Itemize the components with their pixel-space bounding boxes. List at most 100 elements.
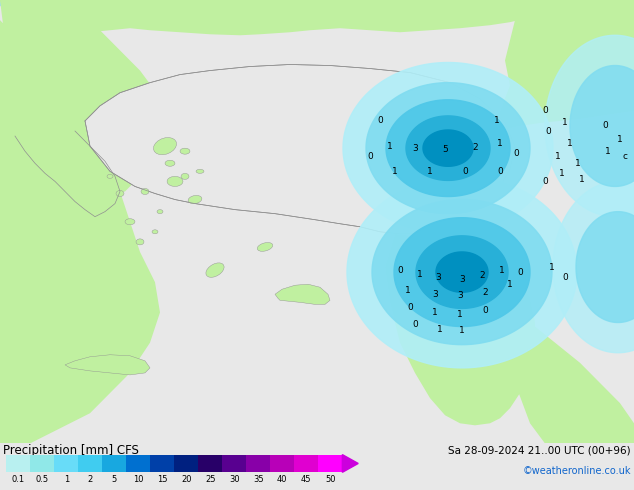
Text: 0: 0 bbox=[513, 148, 519, 158]
Polygon shape bbox=[65, 355, 150, 375]
Text: 2: 2 bbox=[482, 288, 488, 297]
Bar bbox=[126, 455, 150, 472]
Text: 5: 5 bbox=[442, 145, 448, 154]
Polygon shape bbox=[545, 35, 634, 217]
Text: 1: 1 bbox=[432, 308, 438, 317]
Text: 1: 1 bbox=[405, 286, 411, 295]
Polygon shape bbox=[136, 239, 144, 245]
Text: 1: 1 bbox=[617, 135, 623, 144]
Text: 2: 2 bbox=[87, 475, 93, 484]
Bar bbox=[55, 455, 79, 472]
Polygon shape bbox=[85, 65, 515, 234]
Text: 10: 10 bbox=[133, 475, 143, 484]
Text: 3: 3 bbox=[432, 290, 438, 299]
Text: 1: 1 bbox=[494, 117, 500, 125]
Text: 3: 3 bbox=[459, 275, 465, 284]
Text: Precipitation [mm] CFS: Precipitation [mm] CFS bbox=[3, 444, 139, 457]
Polygon shape bbox=[196, 170, 204, 173]
Text: 30: 30 bbox=[229, 475, 240, 484]
Text: 1: 1 bbox=[64, 475, 69, 484]
Text: 1: 1 bbox=[575, 159, 581, 168]
Bar bbox=[318, 455, 342, 472]
Text: 0: 0 bbox=[517, 268, 523, 277]
Text: 1: 1 bbox=[392, 167, 398, 176]
Text: 1: 1 bbox=[579, 175, 585, 184]
Text: 0: 0 bbox=[562, 272, 568, 282]
Text: c: c bbox=[623, 152, 628, 161]
Text: 3: 3 bbox=[412, 144, 418, 153]
Text: 3: 3 bbox=[435, 272, 441, 282]
Bar bbox=[270, 455, 294, 472]
Polygon shape bbox=[157, 210, 163, 214]
Text: 1: 1 bbox=[497, 139, 503, 147]
Polygon shape bbox=[385, 234, 535, 425]
Text: 40: 40 bbox=[277, 475, 288, 484]
Text: 0: 0 bbox=[542, 106, 548, 115]
Text: 0: 0 bbox=[542, 177, 548, 186]
Text: 1: 1 bbox=[567, 139, 573, 147]
Polygon shape bbox=[406, 116, 490, 180]
Text: 1: 1 bbox=[507, 280, 513, 289]
Polygon shape bbox=[394, 218, 530, 326]
Polygon shape bbox=[347, 176, 577, 368]
Polygon shape bbox=[107, 174, 113, 178]
Text: 1: 1 bbox=[559, 169, 565, 178]
Polygon shape bbox=[386, 100, 510, 196]
Text: 1: 1 bbox=[427, 167, 433, 176]
Text: 2: 2 bbox=[479, 270, 485, 280]
Polygon shape bbox=[0, 0, 634, 5]
Text: 1: 1 bbox=[499, 266, 505, 274]
Polygon shape bbox=[505, 302, 634, 443]
Polygon shape bbox=[188, 196, 202, 204]
Text: 0.5: 0.5 bbox=[36, 475, 49, 484]
Text: 0: 0 bbox=[462, 167, 468, 176]
Text: 0: 0 bbox=[407, 303, 413, 312]
Bar bbox=[247, 455, 270, 472]
Polygon shape bbox=[576, 212, 634, 322]
Polygon shape bbox=[570, 66, 634, 187]
Text: ©weatheronline.co.uk: ©weatheronline.co.uk bbox=[522, 466, 631, 476]
Bar bbox=[294, 455, 318, 472]
Polygon shape bbox=[0, 0, 160, 194]
Text: 50: 50 bbox=[325, 475, 335, 484]
Text: 0: 0 bbox=[367, 152, 373, 161]
Polygon shape bbox=[125, 219, 135, 225]
Text: 0: 0 bbox=[545, 126, 551, 136]
Text: 1: 1 bbox=[555, 152, 561, 161]
Text: 0: 0 bbox=[397, 266, 403, 274]
Polygon shape bbox=[0, 0, 160, 443]
Polygon shape bbox=[553, 181, 634, 353]
Polygon shape bbox=[343, 63, 553, 234]
Text: 1: 1 bbox=[459, 326, 465, 335]
Text: 2: 2 bbox=[472, 143, 478, 151]
Polygon shape bbox=[0, 0, 634, 35]
Text: 1: 1 bbox=[605, 147, 611, 156]
Bar bbox=[223, 455, 247, 472]
Polygon shape bbox=[342, 455, 358, 472]
Bar bbox=[150, 455, 174, 472]
Text: 25: 25 bbox=[205, 475, 216, 484]
Text: 3: 3 bbox=[457, 291, 463, 300]
Polygon shape bbox=[257, 243, 273, 251]
Polygon shape bbox=[366, 83, 530, 214]
Text: 1: 1 bbox=[417, 270, 423, 279]
Polygon shape bbox=[181, 173, 189, 179]
Text: 0.1: 0.1 bbox=[12, 475, 25, 484]
Polygon shape bbox=[372, 199, 552, 344]
Text: 1: 1 bbox=[437, 325, 443, 334]
Text: 1: 1 bbox=[457, 310, 463, 319]
Text: 0: 0 bbox=[412, 320, 418, 329]
Polygon shape bbox=[416, 236, 508, 308]
Polygon shape bbox=[500, 0, 634, 131]
Bar bbox=[102, 455, 126, 472]
Polygon shape bbox=[165, 160, 175, 166]
Text: 0: 0 bbox=[377, 117, 383, 125]
Polygon shape bbox=[153, 138, 176, 155]
Text: 5: 5 bbox=[112, 475, 117, 484]
Polygon shape bbox=[167, 176, 183, 186]
Polygon shape bbox=[275, 284, 330, 304]
Polygon shape bbox=[180, 148, 190, 154]
Bar bbox=[174, 455, 198, 472]
Bar bbox=[198, 455, 223, 472]
Text: 45: 45 bbox=[301, 475, 311, 484]
